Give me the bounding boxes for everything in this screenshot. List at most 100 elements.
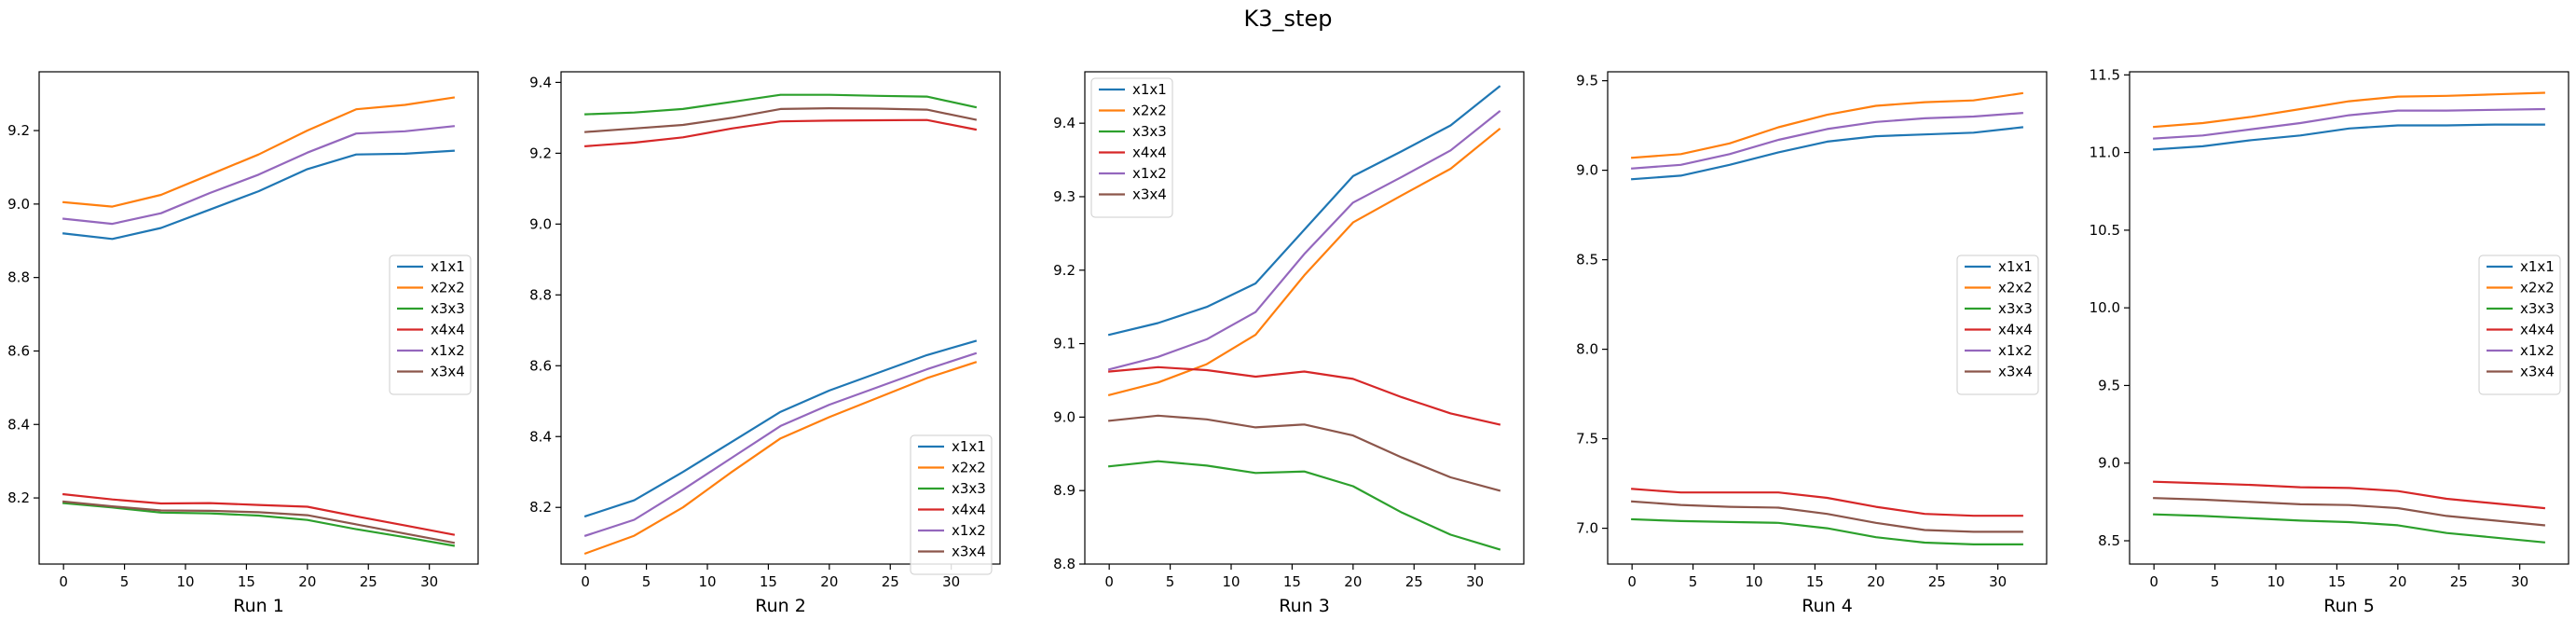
- series-line-x2x2: [1107, 127, 1501, 397]
- legend-label-x1x1: x1x1: [952, 438, 986, 455]
- legend-box: [2478, 255, 2561, 395]
- series-line-x4x4: [584, 118, 978, 147]
- y-tick-label: 10.5: [2090, 222, 2120, 239]
- series-line-x2x2: [1631, 91, 2024, 159]
- legend: x1x1 x2x2 x3x3 x4x4 x1x2 x3x4: [910, 434, 993, 575]
- legend-label-x3x3: x3x3: [1132, 123, 1167, 140]
- x-tick-label: 5: [2211, 573, 2220, 590]
- y-tick-label: 8.6: [529, 357, 552, 374]
- series-line-x3x4: [1107, 414, 1501, 492]
- x-axis-label: Run 1: [233, 596, 284, 616]
- series-line-x1x1: [1107, 85, 1501, 337]
- legend-label-x3x3: x3x3: [1998, 300, 2033, 317]
- series-line-x3x4: [584, 106, 978, 133]
- x-tick-label: 20: [2389, 573, 2406, 590]
- y-tick-label: 9.0: [1576, 162, 1598, 179]
- legend-label-x1x2: x1x2: [952, 522, 986, 539]
- series-line-x4x4: [2153, 480, 2545, 510]
- legend-label-x2x2: x2x2: [1998, 280, 2033, 296]
- y-tick-label: 8.8: [1053, 556, 1076, 572]
- legend-box: [1090, 77, 1173, 218]
- series-line-x1x1: [62, 149, 455, 241]
- x-tick-label: 5: [642, 573, 651, 590]
- legend-label-x1x2: x1x2: [431, 342, 465, 359]
- y-tick-label: 9.0: [7, 196, 30, 213]
- y-tick-label: 9.5: [1576, 73, 1598, 90]
- y-tick-label: 8.2: [7, 489, 30, 506]
- legend: x1x1 x2x2 x3x3 x4x4 x1x2 x3x4: [2478, 255, 2561, 395]
- legend-label-x1x2: x1x2: [2520, 342, 2555, 359]
- legend: x1x1 x2x2 x3x3 x4x4 x1x2 x3x4: [1956, 255, 2039, 395]
- x-tick-label: 10: [1745, 573, 1762, 590]
- subplot-3: 0 5 10 15 20 25 30 8.8 8.9 9.0 9.1 9.2 9.3 9.4 Run 3 x1…: [1053, 71, 1525, 616]
- legend-label-x1x2: x1x2: [1998, 342, 2033, 359]
- y-tick-label: 9.4: [529, 74, 552, 90]
- series-line-x3x4: [1631, 500, 2023, 533]
- y-tick-label: 8.9: [1053, 482, 1076, 499]
- legend-label-x3x4: x3x4: [431, 364, 465, 380]
- x-tick-label: 10: [176, 573, 194, 590]
- x-tick-label: 15: [1806, 573, 1824, 590]
- x-axis-label: Run 5: [2323, 596, 2375, 616]
- x-tick-label: 30: [942, 573, 960, 590]
- axes-frame: [38, 71, 479, 565]
- subplot-5: 0 5 10 15 20 25 30 8.5 9.0 9.5 10.0 10.5 11.0 11.5 Run…: [2090, 66, 2569, 616]
- legend-label-x4x4: x4x4: [952, 502, 986, 518]
- legend-label-x1x2: x1x2: [1132, 165, 1167, 182]
- series-line-x1x1: [1631, 126, 2024, 181]
- series-line-x1x1: [2153, 123, 2545, 151]
- y-tick-label: 8.4: [7, 416, 30, 433]
- x-tick-label: 20: [820, 573, 838, 590]
- x-tick-label: 25: [360, 573, 377, 590]
- x-tick-label: 5: [120, 573, 130, 590]
- legend-label-x3x4: x3x4: [952, 544, 986, 560]
- legend-label-x2x2: x2x2: [1132, 103, 1167, 119]
- x-tick-label: 30: [420, 573, 438, 590]
- legend-box: [389, 255, 472, 395]
- y-tick-label: 9.4: [1053, 115, 1076, 131]
- x-tick-label: 5: [1689, 573, 1698, 590]
- y-tick-label: 9.5: [2098, 377, 2120, 393]
- series-line-x1x2: [2153, 107, 2545, 140]
- series-line-x1x2: [583, 351, 978, 537]
- series-line-x4x4: [62, 492, 456, 536]
- series-line-x1x1: [583, 339, 978, 518]
- legend-label-x3x4: x3x4: [1132, 186, 1167, 203]
- x-tick-label: 20: [298, 573, 316, 590]
- x-axis-label: Run 3: [1279, 596, 1330, 616]
- axes-frame: [1084, 71, 1525, 565]
- x-tick-label: 30: [1466, 573, 1484, 590]
- axes-frame: [2129, 71, 2569, 565]
- y-tick-label: 10.0: [2090, 299, 2120, 316]
- legend-box: [1956, 255, 2039, 395]
- y-tick-label: 9.2: [529, 145, 552, 161]
- y-tick-label: 8.5: [1576, 252, 1598, 269]
- y-tick-label: 9.2: [1053, 262, 1076, 279]
- legend-box: [910, 434, 993, 575]
- x-tick-label: 0: [581, 573, 590, 590]
- axes-frame: [560, 71, 1001, 565]
- legend-label-x1x1: x1x1: [1998, 258, 2033, 275]
- series-line-x1x2: [1107, 110, 1501, 371]
- x-tick-label: 0: [2149, 573, 2158, 590]
- y-tick-label: 8.8: [7, 269, 30, 286]
- y-tick-label: 11.5: [2090, 66, 2120, 83]
- legend-label-x1x1: x1x1: [1132, 81, 1167, 98]
- x-tick-label: 15: [238, 573, 255, 590]
- series-line-x1x2: [1631, 112, 2023, 170]
- axes-frame: [1607, 71, 2048, 565]
- y-tick-label: 8.4: [529, 428, 552, 445]
- y-tick-label: 9.0: [529, 215, 552, 232]
- legend-label-x2x2: x2x2: [2520, 280, 2555, 296]
- series-line-x3x4: [2153, 497, 2545, 527]
- y-tick-label: 7.5: [1576, 431, 1598, 448]
- series-line-x3x3: [1107, 460, 1501, 551]
- subplot-2: 0 5 10 15 20 25 30 8.2 8.4 8.6 8.8 9.0 9.2 9.4 Run 2 x1…: [529, 71, 1001, 616]
- x-tick-label: 10: [1222, 573, 1240, 590]
- legend-label-x3x4: x3x4: [1998, 364, 2033, 380]
- x-tick-label: 15: [1283, 573, 1301, 590]
- y-tick-label: 9.2: [7, 122, 30, 139]
